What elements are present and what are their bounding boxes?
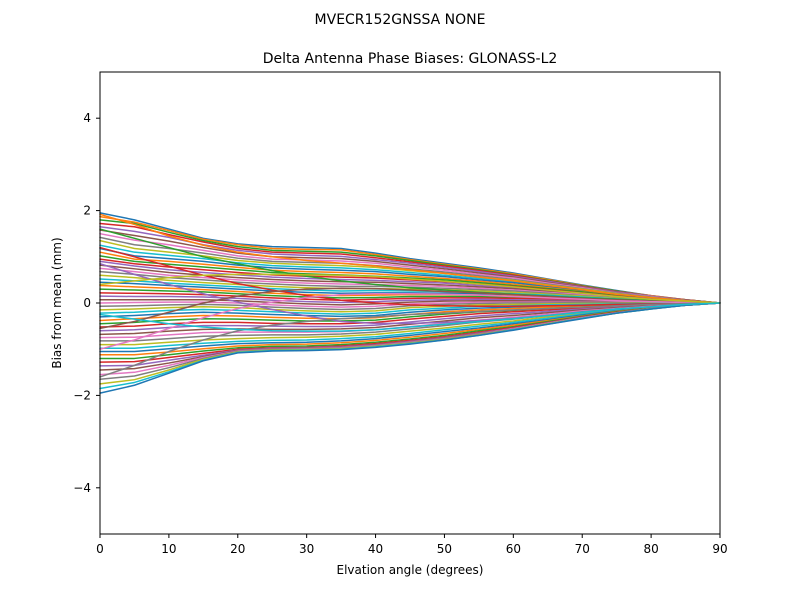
y-axis: −4 −2 0 2 4	[73, 111, 100, 495]
series-line-60	[99, 302, 721, 332]
y-tick-label: 2	[83, 204, 91, 218]
chart-title: Delta Antenna Phase Biases: GLONASS-L2	[263, 51, 558, 67]
series-line-57	[99, 293, 721, 350]
x-tick-label: 70	[575, 542, 590, 556]
x-tick-label: 40	[368, 542, 383, 556]
x-tick-label: 90	[712, 542, 727, 556]
y-tick-label: −4	[73, 481, 91, 495]
series-line-28	[99, 301, 721, 311]
x-tick-label: 50	[437, 542, 452, 556]
x-tick-label: 0	[96, 542, 104, 556]
x-tick-label: 30	[299, 542, 314, 556]
series-line-36	[99, 302, 721, 336]
x-axis-label: Elvation angle (degrees)	[337, 563, 484, 577]
series-group	[99, 212, 721, 394]
series-line-56	[99, 287, 721, 330]
series-line-58	[99, 302, 721, 378]
figure-suptitle: MVECR152GNSSA NONE	[315, 12, 486, 28]
y-tick-label: 0	[83, 296, 91, 310]
x-tick-label: 80	[643, 542, 658, 556]
x-tick-label: 10	[161, 542, 176, 556]
series-line-52	[99, 213, 721, 304]
x-tick-label: 20	[230, 542, 245, 556]
y-tick-label: 4	[83, 111, 91, 125]
series-line-51	[99, 302, 721, 394]
x-axis: 0 10 20 30 40 50 60 70 80 90	[96, 534, 728, 556]
y-axis-label: Bias from mean (mm)	[50, 237, 64, 368]
y-tick-label: −2	[73, 388, 91, 402]
series-line-59	[99, 273, 721, 304]
x-tick-label: 60	[506, 542, 521, 556]
